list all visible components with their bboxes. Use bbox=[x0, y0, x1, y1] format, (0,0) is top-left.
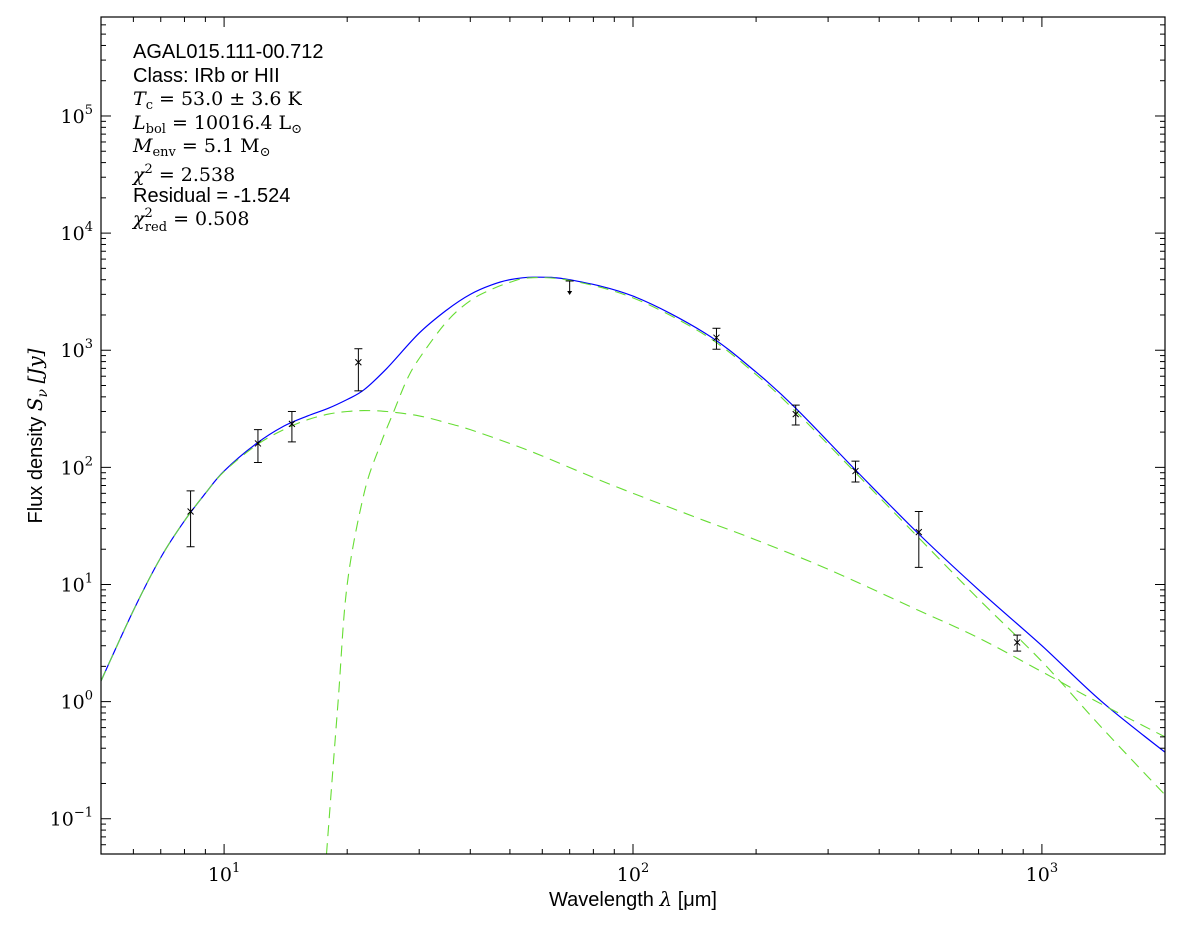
y-tick-label: 100 bbox=[61, 689, 93, 714]
tick-label-base: 10 bbox=[617, 864, 641, 886]
point-marker bbox=[915, 528, 923, 536]
y-tick-label: 103 bbox=[61, 337, 93, 362]
tick-label-base: 10 bbox=[61, 106, 85, 128]
y-axis-label-symbol: S bbox=[23, 398, 47, 412]
data-point-8 bbox=[1013, 634, 1022, 652]
point-marker bbox=[288, 420, 296, 428]
point-marker bbox=[852, 467, 859, 475]
tick-label-exponent: 2 bbox=[85, 454, 93, 469]
tick-label-exponent: 4 bbox=[85, 220, 93, 235]
plot-frame bbox=[100, 16, 1166, 855]
y-tick-label: 104 bbox=[61, 220, 93, 245]
tick-label-exponent: 1 bbox=[85, 571, 93, 586]
x-axis-label-symbol: λ bbox=[658, 887, 672, 911]
annotation-chi2-reduced: χ2 red = 0.508 bbox=[131, 206, 249, 235]
point-marker bbox=[1013, 639, 1021, 646]
tick-label-exponent: 1 bbox=[232, 861, 240, 876]
tick-label-exponent: 3 bbox=[85, 337, 93, 352]
annotation-residual: Residual = -1.524 bbox=[133, 185, 290, 207]
point-marker bbox=[254, 440, 262, 447]
x-axis-label-text: Wavelength bbox=[549, 889, 654, 911]
y-tick-label: 101 bbox=[61, 571, 93, 596]
tick-label-base: 10 bbox=[61, 223, 85, 245]
data-point-7 bbox=[914, 510, 923, 568]
annotation-chi2: χ2 = 2.538 bbox=[131, 162, 235, 186]
point-marker bbox=[792, 410, 800, 418]
tick-label-exponent: 2 bbox=[641, 861, 649, 876]
tick-label-base: 10 bbox=[50, 809, 74, 831]
plot-curves bbox=[101, 276, 1165, 854]
y-axis-label-unit: [Jy] bbox=[23, 348, 47, 383]
x-tick-label: 103 bbox=[1026, 861, 1058, 886]
annotation-envelope-mass: Menv = 5.1 M⊙ bbox=[132, 135, 271, 160]
annotation-class: Class: IRb or HII bbox=[133, 65, 280, 87]
data-point-0 bbox=[186, 490, 195, 548]
point-marker bbox=[713, 334, 720, 342]
tick-label-exponent: 5 bbox=[85, 103, 93, 118]
tick-label-exponent: 3 bbox=[1050, 861, 1058, 876]
x-tick-label: 102 bbox=[617, 861, 649, 886]
series-line-component-2 bbox=[325, 277, 1165, 854]
tick-label-base: 10 bbox=[208, 864, 232, 886]
y-axis-label: Flux density Sν [Jy] bbox=[23, 348, 51, 523]
data-point-5 bbox=[791, 404, 800, 426]
point-marker bbox=[187, 508, 194, 515]
tick-label-base: 10 bbox=[61, 574, 85, 596]
y-tick-label: 105 bbox=[61, 103, 93, 128]
annotation-block: AGAL015.111-00.712 Class: IRb or HII Tc … bbox=[131, 41, 324, 235]
x-tick-label: 101 bbox=[208, 861, 240, 886]
tick-label-base: 10 bbox=[61, 692, 85, 714]
upper-limit-arrow bbox=[567, 291, 573, 296]
tick-label-exponent: −1 bbox=[74, 806, 93, 821]
annotation-luminosity: Lbol = 10016.4 L⊙ bbox=[132, 112, 302, 137]
data-point-2 bbox=[287, 410, 296, 443]
y-tick-label: 102 bbox=[61, 454, 93, 479]
plot-ticks bbox=[100, 16, 1166, 855]
upper-limit-0 bbox=[565, 280, 574, 296]
tick-label-base: 10 bbox=[61, 340, 85, 362]
data-point-6 bbox=[851, 460, 860, 483]
data-point-1 bbox=[253, 429, 262, 464]
x-axis-label: Wavelength λ [μm] bbox=[549, 887, 717, 911]
annotation-temperature: Tc = 53.0 ± 3.6 K bbox=[133, 88, 303, 113]
tick-label-exponent: 0 bbox=[85, 689, 93, 704]
tick-label-base: 10 bbox=[1026, 864, 1050, 886]
y-tick-label: 10−1 bbox=[50, 806, 93, 831]
plot-points bbox=[186, 280, 1022, 652]
tick-label-base: 10 bbox=[61, 457, 85, 479]
data-point-3 bbox=[354, 348, 363, 392]
y-axis-label-subscript: ν bbox=[35, 389, 51, 398]
x-axis-label-unit: [μm] bbox=[678, 889, 717, 911]
series-line-component-1 bbox=[101, 410, 1165, 738]
annotation-source: AGAL015.111-00.712 bbox=[133, 41, 324, 63]
data-point-4 bbox=[712, 327, 721, 350]
y-axis-label-text: Flux density bbox=[25, 417, 47, 524]
point-marker bbox=[355, 358, 362, 366]
